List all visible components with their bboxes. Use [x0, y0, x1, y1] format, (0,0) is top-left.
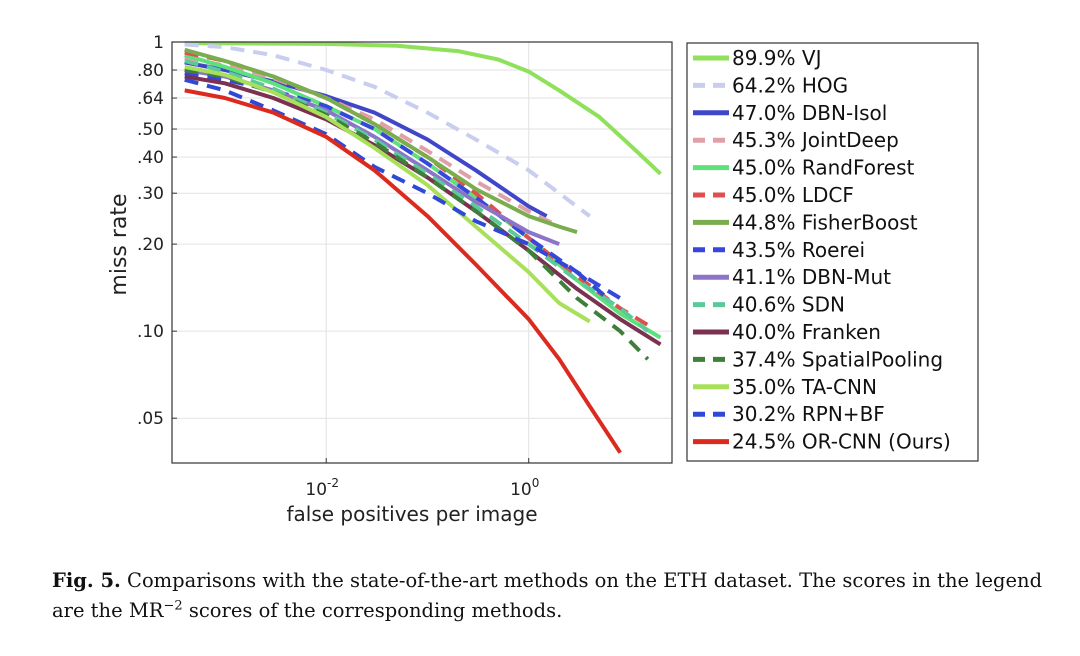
legend-box [686, 42, 979, 462]
legend-label-roerei: 43.5% Roerei [732, 238, 865, 262]
plot-frame [171, 41, 673, 464]
legend-label-franken: 40.0% Franken [732, 320, 881, 344]
series-layer [184, 41, 662, 454]
y-tick-label: .50 [137, 120, 164, 140]
series-line-fisherboost [184, 47, 578, 235]
legend-label-dbn-mut: 41.1% DBN-Mut [732, 265, 891, 289]
series-line-ta-cnn [184, 64, 591, 324]
axis-ticks: 1 .80 .64 .50 .40 .30 .20 .10 .05 10-2 100 [137, 33, 539, 500]
series-line-roerei [184, 71, 622, 300]
legend-label-ldcf: 45.0% LDCF [732, 183, 854, 207]
legend-label-sdn: 40.6% SDN [732, 293, 845, 317]
legend-label-spatialpooling: 37.4% SpatialPooling [732, 347, 943, 371]
caption-text-after: scores of the corresponding methods. [182, 599, 563, 622]
legend-label-fisherboost: 44.8% FisherBoost [732, 210, 918, 234]
caption-superscript: −2 [163, 598, 183, 614]
series-line-franken [184, 74, 662, 347]
y-tick-label: .40 [137, 148, 164, 168]
legend-label-vj: 89.9% VJ [732, 46, 821, 70]
y-tick-label: .10 [137, 322, 164, 342]
y-tick-label: .30 [137, 184, 164, 204]
legend-label-jointdeep: 45.3% JointDeep [732, 128, 899, 152]
caption-label: Fig. 5. [52, 569, 121, 592]
legend: 89.9% VJ 64.2% HOG 47.0% DBN-Isol 45.3% Joi… [686, 42, 979, 462]
y-tick-label: .05 [137, 409, 164, 429]
series-line-sdn [184, 58, 650, 333]
caption-text-before: Comparisons with the state-of-the-art me… [52, 569, 1043, 622]
y-tick-label: .64 [137, 89, 164, 109]
legend-label-hog: 64.2% HOG [732, 73, 848, 97]
y-tick-label: 1 [153, 33, 164, 53]
series-line-or-cnn-ours [184, 88, 622, 454]
series-line-rpn-bf [184, 77, 609, 300]
legend-label-or-cnn-ours: 24.5% OR-CNN (Ours) [732, 430, 951, 454]
y-tick-label: .20 [137, 235, 164, 255]
x-axis-label: false positives per image [286, 502, 537, 526]
series-line-vj [184, 41, 662, 176]
legend-label-dbn-isol: 47.0% DBN-Isol [732, 101, 887, 125]
y-tick-label: .80 [137, 61, 164, 81]
x-tick-label: 10-2 [305, 476, 339, 500]
legend-label-ta-cnn: 35.0% TA-CNN [732, 375, 877, 399]
legend-label-randforest: 45.0% RandForest [732, 156, 915, 180]
x-tick-label: 100 [510, 476, 539, 500]
series-line-jointdeep [184, 56, 561, 229]
legend-label-rpn-bf: 30.2% RPN+BF [732, 402, 885, 426]
y-axis-label: miss rate [107, 193, 132, 295]
figure-caption: Fig. 5. Comparisons with the state-of-th… [52, 566, 1052, 626]
